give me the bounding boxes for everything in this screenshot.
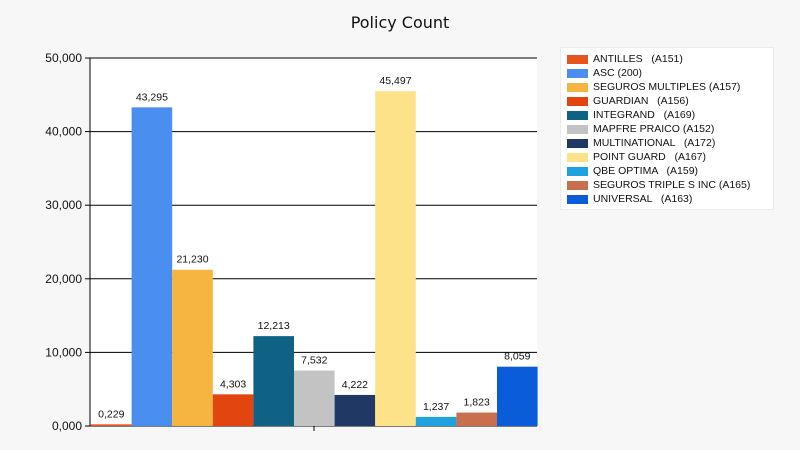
bar [253,336,294,426]
legend-swatch [567,124,588,134]
legend-item: POINT GUARD (A167) [567,150,773,164]
legend-label: ASC (200) [593,67,643,79]
legend-item: MAPFRE PRAICO (A152) [567,122,773,136]
legend-item: SEGUROS MULTIPLES (A157) [567,80,773,94]
legend-item: MULTINATIONAL (A172) [567,136,773,150]
data-label: 7,532 [301,355,327,367]
legend-label: MAPFRE PRAICO (A152) [593,123,715,135]
legend-label: INTEGRAND (A169) [593,109,696,121]
legend-label: POINT GUARD (A167) [593,151,706,163]
chart-legend: ANTILLES (A151) ASC (200) SEGUROS MULTIPLE… [560,47,774,210]
bar [131,107,173,426]
legend-label: SEGUROS MULTIPLES (A157) [593,81,741,93]
legend-swatch [567,152,588,162]
legend-swatch [567,180,588,190]
data-label: 4,222 [342,379,368,391]
data-label: 0,229 [98,408,124,420]
legend-swatch [567,194,588,204]
legend-swatch [567,82,588,92]
legend-swatch [567,68,588,78]
y-tick-label: 10,000 [45,345,82,359]
y-tick-label: 50,000 [45,51,82,65]
legend-item: ASC (200) [567,66,773,80]
legend-label: GUARDIAN (A156) [593,95,689,107]
bar [375,91,416,426]
bar [212,394,254,426]
legend-swatch [567,166,588,176]
legend-swatch [567,54,588,64]
legend-label: MULTINATIONAL (A172) [593,137,716,149]
chart-title: Policy Count [350,13,450,32]
data-label: 43,295 [136,91,168,103]
data-label: 21,230 [176,254,208,266]
bar [415,416,457,426]
legend-label: UNIVERSAL (A163) [593,193,693,205]
legend-label: SEGUROS TRIPLE S INC (A165) [593,179,751,191]
bar [456,412,497,426]
legend-label: ANTILLES (A151) [593,53,683,65]
bar [294,370,335,426]
data-label: 45,497 [379,75,411,87]
y-tick-label: 30,000 [45,198,82,212]
y-tick-label: 0,000 [52,419,82,433]
legend-item: UNIVERSAL (A163) [567,192,773,206]
data-label: 1,823 [464,397,490,409]
data-label: 8,059 [504,351,530,363]
bar [91,424,132,426]
bar [334,394,376,426]
legend-swatch [567,96,588,106]
legend-item: SEGUROS TRIPLE S INC (A165) [567,178,773,192]
legend-swatch [567,110,588,120]
bar [172,269,213,426]
legend-item: QBE OPTIMA (A159) [567,164,773,178]
legend-label: QBE OPTIMA (A159) [593,165,699,177]
data-label: 1,237 [423,401,449,413]
y-tick-label: 20,000 [45,272,82,286]
data-label: 4,303 [220,378,246,390]
legend-swatch [567,138,588,148]
bar [497,366,538,426]
legend-item: GUARDIAN (A156) [567,94,773,108]
y-tick-label: 40,000 [45,125,82,139]
legend-item: ANTILLES (A151) [567,52,773,66]
data-label: 12,213 [258,320,290,332]
bar-chart: 0,000 10,000 20,000 30,000 40,000 50,000 0,229… [45,51,538,433]
legend-item: INTEGRAND (A169) [567,108,773,122]
